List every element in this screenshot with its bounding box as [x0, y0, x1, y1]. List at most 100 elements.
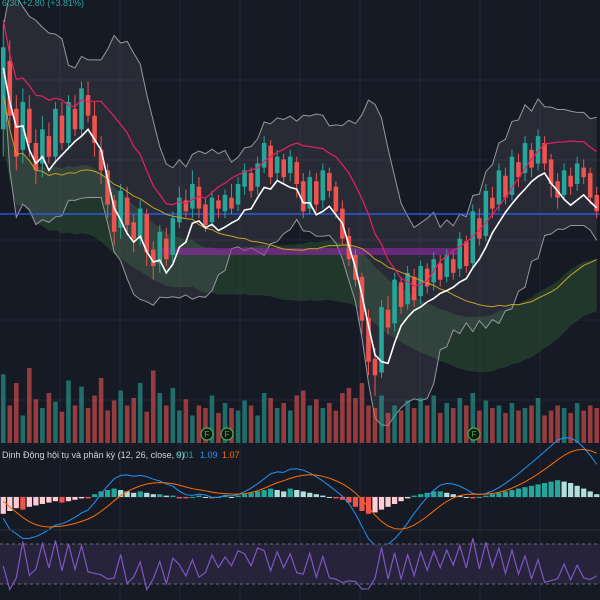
macd-label: Dịnh Động hội tụ và phân kỳ (12, 26, clo… — [2, 450, 185, 460]
volume-bar — [450, 408, 456, 443]
macd-histogram-bar — [189, 497, 195, 498]
volume-bar — [235, 410, 241, 443]
macd-histogram-bar — [46, 497, 52, 503]
macd-histogram-bar — [157, 494, 163, 497]
macd-histogram-bar — [307, 492, 313, 497]
candle-body — [385, 309, 391, 328]
volume-bar — [398, 410, 404, 443]
macd-histogram-bar — [170, 495, 176, 497]
candle-body — [0, 47, 6, 130]
candle-body — [268, 145, 273, 178]
candle-body — [581, 167, 586, 178]
volume-bar — [574, 403, 580, 443]
macd-line — [2, 437, 598, 548]
volume-bar — [261, 393, 267, 443]
candle-body — [574, 163, 580, 184]
signal-marker-circle — [467, 427, 481, 441]
volume-bar — [274, 408, 280, 443]
volume-bar — [118, 390, 123, 443]
macd-histogram-bar — [457, 495, 463, 497]
candle-body — [111, 200, 117, 232]
candle-body — [509, 156, 515, 195]
candle-body — [437, 263, 443, 280]
macd-histogram-bar — [72, 497, 78, 500]
macd-histogram-bar — [183, 497, 189, 499]
volume-bar — [490, 408, 495, 443]
macd-value-macd: 1.09 — [200, 450, 218, 460]
volume-bar — [503, 413, 508, 443]
cloud-area — [3, 102, 597, 373]
candle-body — [587, 173, 593, 198]
candle-body — [320, 170, 326, 201]
volume-bar — [66, 380, 71, 443]
candle-body — [183, 200, 189, 212]
macd-histogram-bar — [294, 490, 300, 497]
macd-histogram-bar — [385, 497, 391, 507]
volume-bar — [209, 395, 215, 443]
macd-histogram-bar — [587, 491, 593, 497]
macd-histogram-bar — [274, 490, 280, 497]
candle-body — [516, 162, 521, 178]
macd-histogram-bar — [52, 497, 59, 502]
volume-bar — [379, 395, 384, 443]
volume-bar — [457, 398, 463, 443]
candle-body — [229, 197, 234, 209]
macd-histogram-bar — [391, 497, 398, 504]
volume-bar — [294, 395, 300, 443]
macd-histogram-bar — [431, 491, 437, 497]
volume-bar — [437, 413, 443, 443]
macd-histogram-bar — [124, 491, 130, 497]
volume-bar — [85, 408, 91, 443]
purple-zone — [160, 248, 460, 255]
macd-histogram-bar — [26, 497, 32, 507]
rsi-band — [0, 544, 600, 584]
candle-body — [118, 190, 123, 228]
macd-histogram-bar — [333, 497, 339, 499]
volume-bar — [353, 398, 358, 443]
candle-body — [457, 238, 463, 269]
volume-bar — [98, 378, 104, 443]
volume-bar — [548, 410, 554, 443]
rsi-line — [2, 538, 598, 592]
volume-bar — [164, 405, 169, 443]
volume-bar — [157, 393, 163, 443]
macd-histogram-bar — [489, 494, 495, 497]
macd-histogram-bar — [509, 490, 515, 497]
macd-histogram-bar — [59, 497, 65, 503]
volume-bar — [7, 405, 13, 443]
macd-histogram-bar — [235, 495, 241, 497]
candle-body — [177, 197, 182, 223]
volume-bar — [327, 403, 332, 443]
volume-bar — [522, 408, 528, 443]
macd-histogram-bar — [163, 495, 169, 497]
candle-body — [92, 115, 97, 143]
candle-body — [46, 136, 52, 157]
moving-averages — [2, 19, 598, 365]
macd-histogram-bar — [222, 495, 228, 497]
candle-body — [333, 186, 339, 212]
macd-histogram-bar — [359, 497, 365, 511]
volume-bar — [144, 411, 150, 443]
volume-bar — [111, 400, 117, 443]
macd-histogram-bar — [483, 495, 489, 497]
candle-body — [66, 102, 71, 143]
signal-marker-label: F — [225, 430, 230, 439]
volume-bar — [594, 408, 600, 443]
candle-body — [248, 173, 254, 191]
macd-value-signal: 1.07 — [222, 450, 240, 460]
volume-bar — [542, 415, 547, 443]
candle-body — [496, 170, 502, 205]
bollinger-fill — [3, 0, 597, 426]
candle-body — [164, 238, 169, 260]
volume-bar — [340, 393, 345, 443]
volume-bar — [483, 400, 489, 443]
candle-body — [79, 88, 84, 130]
macd-value-histogram: 0.01 — [176, 450, 194, 460]
bollinger-bands — [2, 0, 598, 426]
volume-bar — [281, 403, 286, 443]
volume-bar — [79, 386, 84, 443]
macd-histogram-bar — [268, 488, 274, 497]
macd-histogram-bar — [581, 488, 587, 497]
